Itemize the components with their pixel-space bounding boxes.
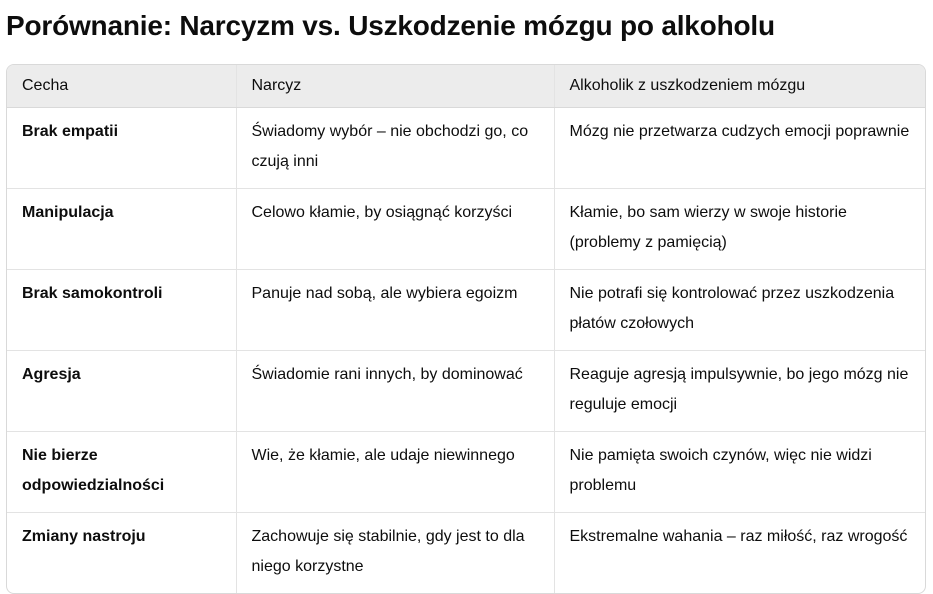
alcoholic-cell: Mózg nie przetwarza cudzych emocji popra… [553, 107, 925, 189]
feature-cell: Brak empatii [22, 123, 119, 140]
table-row: Manipulacja Celowo kłamie, by osiągnąć ko… [7, 188, 925, 270]
alcoholic-cell: Kłamie, bo sam wierzy w swoje historie (… [553, 188, 925, 270]
page-title: Porównanie: Narcyzm vs. Uszkodzenie mózg… [6, 10, 775, 41]
feature-cell: Brak samokontroli [7, 269, 236, 351]
narcissist-cell: Panuje nad sobą, ale wybiera egoizm [235, 269, 554, 351]
alcoholic-cell: Reaguje agresją impulsywnie, bo jego móz… [553, 350, 925, 432]
table-row: Agresja Świadomie rani innych, by dominow… [7, 350, 925, 432]
alcoholic-cell: Nie pamięta swoich czynów, więc nie widz… [553, 431, 925, 513]
narcissist-cell: Świadomy wybór – nie obchodzi go, co czu… [235, 107, 554, 189]
header-feature: Cecha [7, 65, 236, 108]
table-row: Brak samokontroli Panuje nad sobą, ale wy… [7, 269, 925, 351]
alcoholic-cell: Nie potrafi się kontrolować przez uszkod… [553, 269, 925, 351]
feature-cell: Agresja [7, 350, 236, 432]
table-row: Nie bierze odpowiedzialności Wie, że kłam… [7, 431, 925, 513]
table-row: Zmiany nastroju Zachowuje się stabilnie, … [7, 512, 925, 593]
feature-cell: Manipulacja [7, 188, 236, 270]
table-row: Brak empatii Świadomy wybór – nie obchodz… [7, 107, 925, 189]
narcissist-cell: Wie, że kłamie, ale udaje niewinnego [235, 431, 554, 513]
feature-cell: Zmiany nastroju [7, 512, 236, 593]
narcissist-cell: Celowo kłamie, by osiągnąć korzyści [235, 188, 554, 270]
feature-cell: Nie bierze odpowiedzialności [7, 431, 236, 513]
comparison-table: Cecha Narcyz Alkoholik z uszkodzeniem mó… [6, 64, 926, 594]
header-narcissist: Narcyz [235, 65, 554, 108]
narcissist-cell: Zachowuje się stabilnie, gdy jest to dla… [235, 512, 554, 593]
narcissist-cell: Świadomie rani innych, by dominować [235, 350, 554, 432]
table-header-row: Cecha Narcyz Alkoholik z uszkodzeniem mó… [7, 65, 925, 108]
alcoholic-cell: Ekstremalne wahania – raz miłość, raz wr… [553, 512, 925, 593]
header-alcoholic: Alkoholik z uszkodzeniem mózgu [553, 65, 925, 108]
